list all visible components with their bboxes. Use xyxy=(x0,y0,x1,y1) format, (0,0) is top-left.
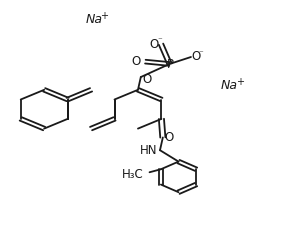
Text: ⁻: ⁻ xyxy=(199,49,203,58)
Text: ⁻: ⁻ xyxy=(157,36,162,45)
Text: Na: Na xyxy=(86,13,103,26)
Text: Na: Na xyxy=(221,79,238,92)
Text: P: P xyxy=(167,58,174,71)
Text: H₃C: H₃C xyxy=(122,167,144,180)
Text: +: + xyxy=(100,10,108,21)
Text: O: O xyxy=(192,50,201,63)
Text: O: O xyxy=(149,37,158,50)
Text: HN: HN xyxy=(140,143,157,156)
Text: +: + xyxy=(236,76,244,86)
Text: O: O xyxy=(131,55,140,68)
Text: O: O xyxy=(142,72,152,85)
Text: O: O xyxy=(164,130,174,143)
